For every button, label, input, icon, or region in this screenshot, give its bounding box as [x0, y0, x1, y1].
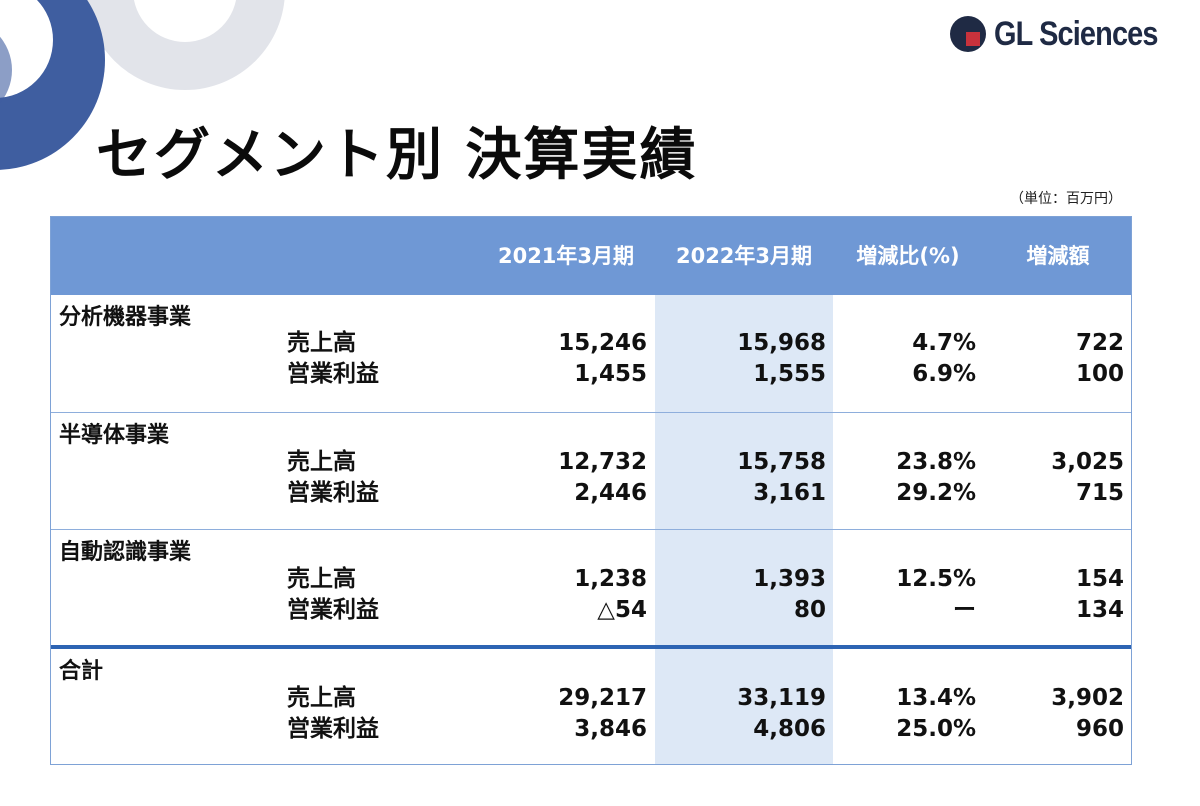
table-header: 2021年3月期 2022年3月期 増減比(%) 増減額	[51, 217, 1131, 295]
value-2022: 1,393	[753, 566, 826, 592]
company-logo: GL Sciences	[948, 14, 1187, 54]
change-amount: 960	[1075, 716, 1124, 742]
value-2021: 15,246	[558, 330, 647, 356]
unit-note: （単位：百万円）	[1010, 191, 1122, 207]
value-2022: 33,119	[737, 685, 826, 711]
segment-total: 合計 売上高 29,217 33,119 13.4% 3,902 営業利益 3,…	[51, 645, 1131, 764]
value-2021: △54	[597, 597, 647, 623]
table-row: 営業利益 2,446 3,161 29.2% 715	[51, 478, 1131, 509]
table-row: 売上高 12,732 15,758 23.8% 3,025	[51, 447, 1131, 478]
segment-name: 合計	[59, 659, 104, 684]
row-label: 営業利益	[287, 361, 379, 387]
segment-name: 半導体事業	[59, 423, 170, 448]
change-ratio: 6.9%	[912, 361, 976, 387]
table-row: 売上高 29,217 33,119 13.4% 3,902	[51, 683, 1131, 714]
header-change-ratio: 増減比(%)	[856, 244, 960, 268]
change-amount: 134	[1075, 597, 1124, 623]
table-row: 売上高 1,238 1,393 12.5% 154	[51, 564, 1131, 595]
change-ratio: 13.4%	[896, 685, 976, 711]
value-2022: 15,968	[737, 330, 826, 356]
value-2022: 1,555	[753, 361, 826, 387]
row-label: 売上高	[287, 330, 356, 356]
segment-name: 分析機器事業	[59, 305, 192, 330]
segment-name: 自動認識事業	[59, 540, 192, 565]
row-label: 売上高	[287, 566, 356, 592]
change-ratio: ー	[953, 597, 976, 623]
value-2021: 1,455	[574, 361, 647, 387]
header-2022: 2022年3月期	[675, 244, 813, 268]
value-2021: 2,446	[574, 480, 647, 506]
change-amount: 3,902	[1051, 685, 1124, 711]
value-2022: 80	[793, 597, 826, 623]
table-row: 売上高 15,246 15,968 4.7% 722	[51, 328, 1131, 359]
row-label: 売上高	[287, 685, 356, 711]
segment-semiconductor: 半導体事業 売上高 12,732 15,758 23.8% 3,025 営業利益…	[51, 412, 1131, 529]
change-ratio: 4.7%	[912, 330, 976, 356]
change-amount: 3,025	[1051, 449, 1124, 475]
change-ratio: 12.5%	[896, 566, 976, 592]
change-ratio: 23.8%	[896, 449, 976, 475]
page-title: セグメント別 決算実績	[96, 123, 698, 188]
table-row: 営業利益 △54 80 ー 134	[51, 595, 1131, 626]
value-2021: 3,846	[574, 716, 647, 742]
value-2021: 1,238	[574, 566, 647, 592]
row-label: 営業利益	[287, 480, 379, 506]
row-label: 営業利益	[287, 597, 379, 623]
change-ratio: 29.2%	[896, 480, 976, 506]
value-2021: 29,217	[558, 685, 647, 711]
table-row: 営業利益 1,455 1,555 6.9% 100	[51, 359, 1131, 390]
segment-results-table: 2021年3月期 2022年3月期 増減比(%) 増減額 分析機器事業 売上高 …	[50, 216, 1132, 765]
header-change-amount: 増減額	[1026, 244, 1090, 268]
logo-text: GL Sciences	[994, 14, 1158, 53]
header-2021: 2021年3月期	[497, 244, 635, 268]
value-2021: 12,732	[558, 449, 647, 475]
segment-analytical-instruments: 分析機器事業 売上高 15,246 15,968 4.7% 722 営業利益 1…	[51, 295, 1131, 412]
value-2022: 15,758	[737, 449, 826, 475]
change-ratio: 25.0%	[896, 716, 976, 742]
row-label: 売上高	[287, 449, 356, 475]
logo-mark-icon	[950, 16, 986, 52]
change-amount: 722	[1075, 330, 1124, 356]
table-row: 営業利益 3,846 4,806 25.0% 960	[51, 714, 1131, 745]
value-2022: 3,161	[753, 480, 826, 506]
segment-auto-id: 自動認識事業 売上高 1,238 1,393 12.5% 154 営業利益 △5…	[51, 529, 1131, 646]
change-amount: 715	[1075, 480, 1124, 506]
row-label: 営業利益	[287, 716, 379, 742]
value-2022: 4,806	[753, 716, 826, 742]
decorative-swirl	[0, 0, 285, 170]
change-amount: 154	[1075, 566, 1124, 592]
change-amount: 100	[1075, 361, 1124, 387]
